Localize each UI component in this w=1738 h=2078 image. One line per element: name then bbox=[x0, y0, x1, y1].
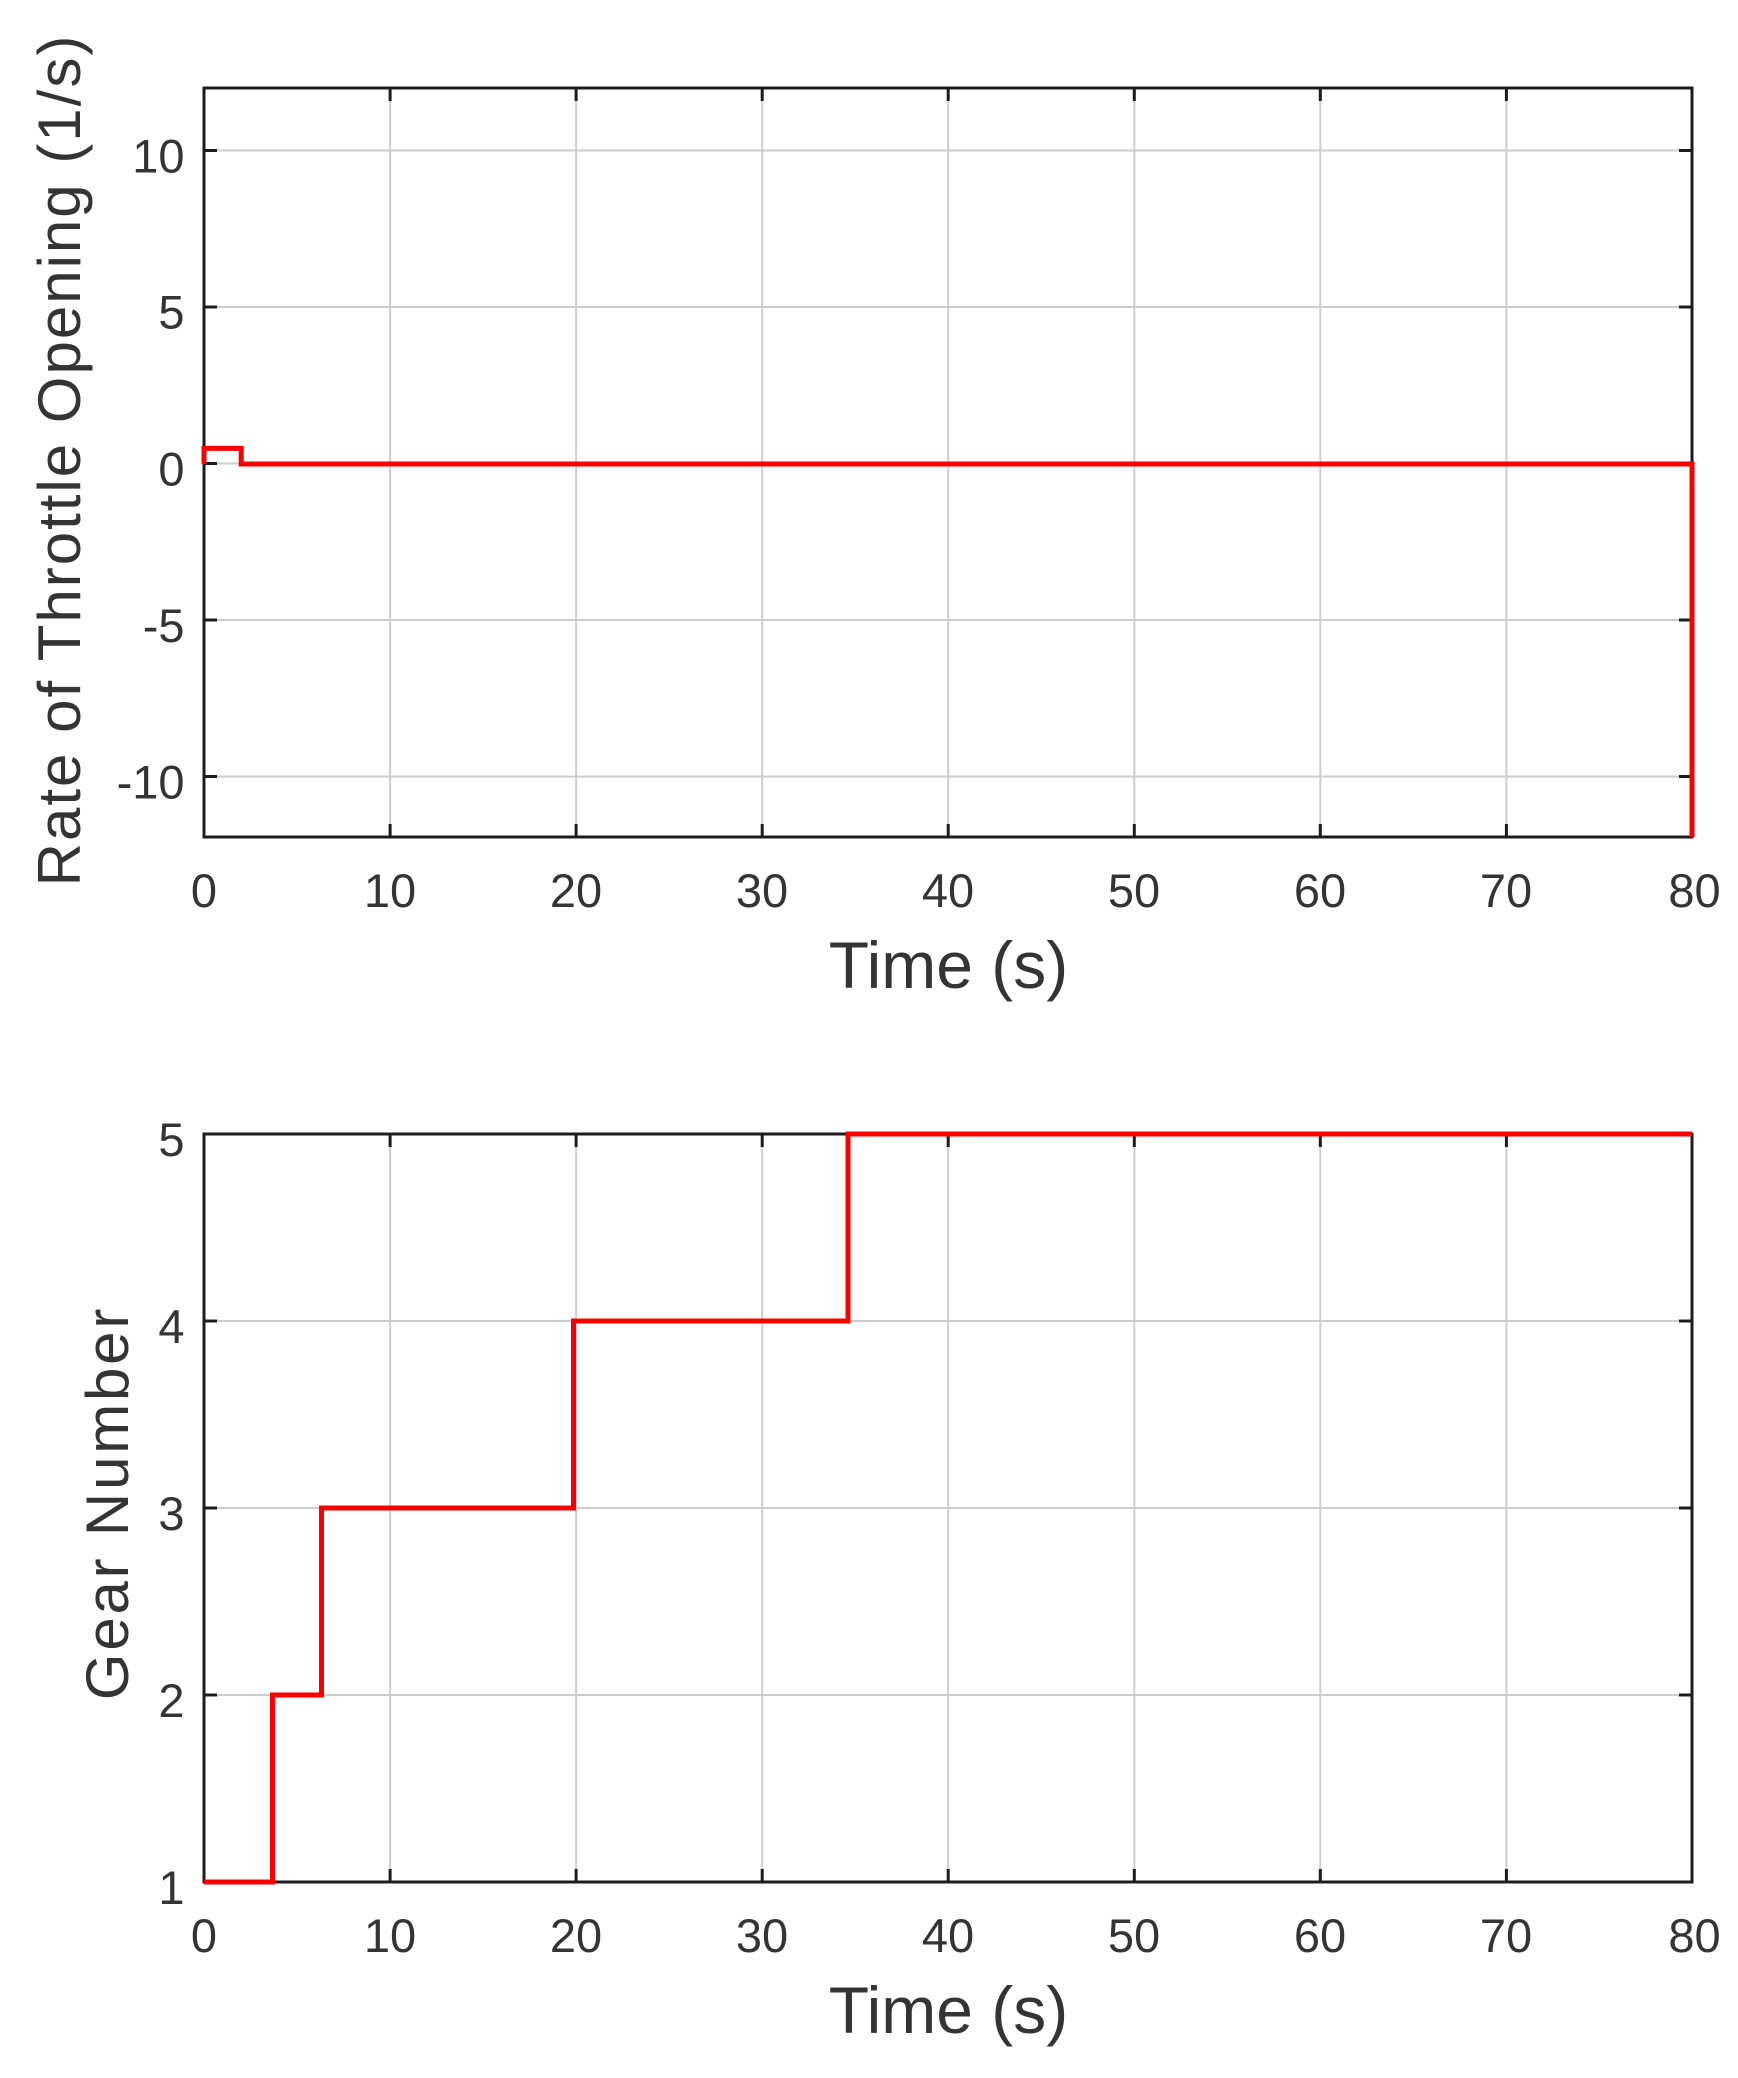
svg-text:80: 80 bbox=[1668, 1909, 1720, 1962]
svg-text:0: 0 bbox=[191, 864, 217, 917]
svg-text:-5: -5 bbox=[143, 599, 185, 652]
svg-text:5: 5 bbox=[158, 286, 184, 339]
svg-text:2: 2 bbox=[158, 1674, 184, 1727]
svg-text:Gear Number: Gear Number bbox=[74, 1306, 141, 1700]
svg-text:10: 10 bbox=[132, 130, 184, 183]
svg-text:70: 70 bbox=[1480, 864, 1532, 917]
svg-text:80: 80 bbox=[1668, 864, 1720, 917]
svg-text:60: 60 bbox=[1294, 864, 1346, 917]
svg-text:-10: -10 bbox=[117, 756, 185, 809]
svg-text:0: 0 bbox=[191, 1909, 217, 1962]
svg-text:30: 30 bbox=[736, 1909, 788, 1962]
svg-text:40: 40 bbox=[922, 864, 974, 917]
svg-text:5: 5 bbox=[158, 1113, 184, 1166]
svg-text:70: 70 bbox=[1480, 1909, 1532, 1962]
svg-text:50: 50 bbox=[1108, 1909, 1160, 1962]
svg-text:30: 30 bbox=[736, 864, 788, 917]
svg-text:60: 60 bbox=[1294, 1909, 1346, 1962]
svg-text:3: 3 bbox=[158, 1487, 184, 1540]
svg-text:20: 20 bbox=[550, 864, 602, 917]
svg-text:50: 50 bbox=[1108, 864, 1160, 917]
svg-text:10: 10 bbox=[364, 1909, 416, 1962]
svg-text:4: 4 bbox=[158, 1300, 184, 1353]
svg-text:20: 20 bbox=[550, 1909, 602, 1962]
svg-text:10: 10 bbox=[364, 864, 416, 917]
svg-text:Time (s): Time (s) bbox=[829, 928, 1069, 1002]
svg-text:Time (s): Time (s) bbox=[829, 1973, 1069, 2047]
svg-text:40: 40 bbox=[922, 1909, 974, 1962]
svg-text:0: 0 bbox=[158, 443, 184, 496]
svg-text:Rate of Throttle Opening (1/s): Rate of Throttle Opening (1/s) bbox=[26, 34, 93, 887]
svg-text:1: 1 bbox=[158, 1861, 184, 1914]
